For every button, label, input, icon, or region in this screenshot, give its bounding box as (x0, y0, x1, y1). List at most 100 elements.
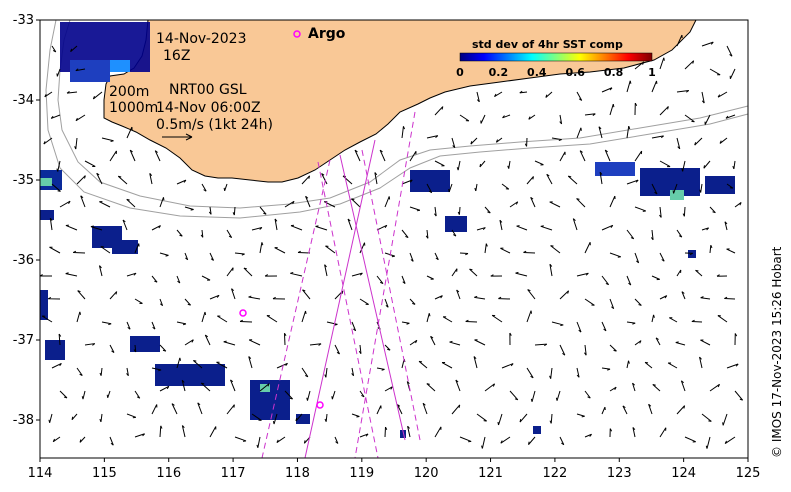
current-vector (134, 433, 145, 438)
current-vector-head (457, 211, 460, 215)
current-vector-head (530, 375, 534, 379)
product-time-label: 14-Nov 06:00Z (156, 100, 261, 116)
current-vector (93, 91, 103, 100)
current-vector (117, 175, 128, 185)
current-vector-head (406, 381, 410, 385)
current-vector (652, 384, 661, 392)
current-vector-head (514, 398, 519, 401)
current-vector-head (663, 57, 665, 61)
current-vector-head (79, 311, 82, 315)
current-vector-head (204, 311, 207, 316)
current-vector-head (568, 175, 572, 178)
current-vector (509, 390, 519, 401)
current-vector-head (181, 379, 185, 383)
current-vector (184, 339, 194, 346)
current-vector (584, 433, 592, 438)
current-vector-head (71, 416, 74, 420)
current-vector-head (492, 383, 496, 387)
current-vector (41, 315, 53, 323)
current-vector (126, 413, 137, 418)
argo-marker-legend (293, 30, 301, 38)
current-vector (559, 114, 563, 125)
current-vector-head (303, 440, 306, 444)
current-vector-head (405, 235, 409, 239)
current-vector-head (634, 102, 638, 107)
current-vector (601, 367, 611, 370)
current-vector (284, 390, 293, 400)
current-vector-head (642, 61, 645, 65)
current-vector (559, 436, 565, 445)
current-vector-head (324, 264, 327, 268)
current-vector (240, 320, 253, 323)
current-vector (684, 60, 694, 70)
current-vector (451, 229, 457, 237)
current-vector (129, 149, 136, 162)
current-vector (422, 403, 428, 415)
current-vector (384, 386, 393, 392)
current-vector-head (724, 221, 728, 225)
current-vector-head (297, 250, 301, 253)
current-vector-head (532, 176, 534, 180)
current-vector (496, 137, 503, 143)
current-vector (434, 106, 444, 116)
y-tick-label: -34 (13, 93, 34, 108)
current-vector-head (415, 340, 418, 344)
current-vector (644, 361, 653, 369)
colorbar-tick-label: 0.2 (489, 66, 509, 79)
current-vector-head (576, 374, 580, 378)
current-vector (516, 225, 528, 231)
current-vector (126, 126, 133, 139)
current-vector (626, 229, 635, 240)
current-vector (149, 173, 153, 185)
current-vector-head (352, 328, 356, 332)
current-vector (449, 341, 461, 346)
current-vector-head (336, 351, 340, 355)
current-vector-head (449, 340, 453, 343)
current-vector (259, 206, 267, 215)
current-vector (475, 183, 478, 192)
current-vector-head (487, 211, 491, 214)
current-vector-head (576, 198, 580, 200)
current-vector (409, 252, 414, 262)
current-vector (209, 294, 220, 300)
current-vector (151, 275, 158, 283)
current-vector-head (59, 363, 62, 367)
current-vector (484, 383, 495, 392)
current-vector (181, 425, 186, 438)
current-vector-head (609, 87, 613, 91)
current-vector (301, 310, 306, 323)
current-vector-head (495, 139, 499, 143)
current-vector-head (274, 218, 278, 222)
contour-1000m (45, 19, 749, 219)
current-vector (669, 317, 678, 323)
current-vector-head (57, 190, 61, 192)
current-vector (480, 114, 486, 124)
current-vector-head (402, 281, 406, 284)
current-vector-head (710, 41, 714, 45)
current-vector-head (182, 323, 187, 326)
current-vector (176, 179, 187, 185)
current-vector-head (474, 187, 477, 192)
current-vector-head (708, 420, 712, 422)
current-vector-head (712, 211, 716, 214)
current-vector-head (691, 319, 695, 322)
current-vector (351, 198, 361, 208)
current-vector-head (605, 283, 609, 286)
current-vector-head (191, 339, 194, 343)
current-vector-head (584, 352, 587, 356)
current-vector-head (127, 326, 131, 330)
current-vector-head (507, 165, 510, 169)
date-label: 14-Nov-2023 (156, 31, 247, 47)
current-vector (376, 367, 385, 370)
current-vector-head (75, 68, 79, 72)
current-vector (717, 315, 728, 323)
current-vector-head (44, 93, 47, 98)
current-vector (726, 363, 739, 369)
current-vector (576, 91, 583, 101)
current-vector (434, 252, 439, 260)
current-vector-head (555, 397, 558, 401)
current-vector-head (549, 420, 552, 424)
current-vector (701, 41, 714, 47)
current-vector-head (681, 380, 684, 384)
current-vector (184, 298, 192, 306)
